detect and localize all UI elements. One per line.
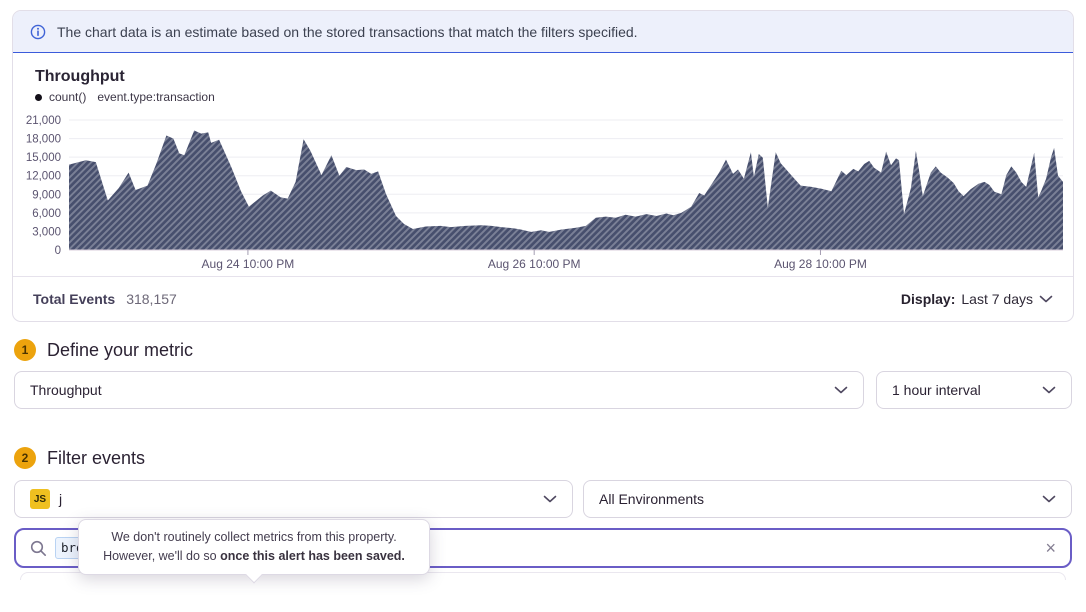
chevron-down-icon	[1039, 295, 1053, 303]
svg-text:0: 0	[55, 245, 61, 257]
metric-row: Throughput 1 hour interval	[14, 371, 1072, 409]
interval-value: 1 hour interval	[892, 382, 981, 398]
chart-card: The chart data is an estimate based on t…	[12, 10, 1074, 322]
environment-select[interactable]: All Environments	[583, 480, 1072, 518]
svg-text:Aug 28 10:00 PM: Aug 28 10:00 PM	[774, 257, 867, 271]
svg-text:15,000: 15,000	[26, 152, 61, 164]
filter-row: JS j All Environments	[14, 480, 1072, 518]
chart-header: Throughput count() event.type:transactio…	[13, 53, 1073, 104]
chevron-down-icon	[1042, 386, 1056, 394]
chart-legend: count() event.type:transaction	[35, 90, 1073, 104]
banner-text: The chart data is an estimate based on t…	[57, 23, 638, 40]
filter-events-title: Filter events	[47, 447, 146, 468]
svg-text:9,000: 9,000	[32, 189, 61, 201]
svg-text:Aug 24 10:00 PM: Aug 24 10:00 PM	[202, 257, 295, 271]
define-metric-title: Define your metric	[47, 339, 194, 360]
display-period-select[interactable]: Display: Last 7 days	[901, 291, 1053, 307]
total-events-label: Total Events	[33, 291, 116, 307]
svg-text:12,000: 12,000	[26, 171, 61, 183]
chevron-down-icon	[543, 495, 557, 503]
search-icon	[30, 540, 46, 556]
define-metric-heading: 1 Define your metric	[14, 339, 1072, 361]
tooltip-arrow	[245, 566, 263, 583]
project-select[interactable]: JS j	[14, 480, 573, 518]
aggregate-value: Throughput	[30, 382, 102, 398]
display-value: Last 7 days	[961, 291, 1033, 307]
card-divider	[13, 276, 1073, 277]
svg-text:21,000: 21,000	[26, 115, 61, 127]
legend-metric: count()	[49, 90, 87, 104]
chart-card-footer: Total Events 318,157 Display: Last 7 day…	[13, 277, 1073, 321]
interval-select[interactable]: 1 hour interval	[876, 371, 1072, 409]
filter-events-heading: 2 Filter events	[14, 447, 1072, 469]
project-value: j	[59, 491, 63, 507]
tooltip-line2: However, we'll do so once this alert has…	[103, 548, 405, 563]
total-events-value: 318,157	[126, 291, 177, 307]
display-label: Display:	[900, 291, 956, 307]
info-icon	[30, 24, 46, 39]
chevron-down-icon	[1042, 495, 1056, 503]
legend-dot-icon	[35, 93, 42, 101]
javascript-platform-icon: JS	[30, 489, 50, 509]
tooltip-line1: We don't routinely collect metrics from …	[111, 530, 397, 544]
chart-title: Throughput	[35, 68, 125, 85]
clear-search-icon[interactable]: ×	[1045, 538, 1056, 558]
total-events: Total Events 318,157	[33, 291, 177, 307]
svg-text:3,000: 3,000	[32, 226, 61, 238]
chevron-down-icon	[834, 386, 848, 394]
svg-text:18,000: 18,000	[26, 134, 61, 146]
svg-text:6,000: 6,000	[32, 208, 61, 220]
environment-value: All Environments	[599, 491, 705, 507]
legend-query: event.type:transaction	[97, 90, 215, 104]
step-2-badge: 2	[14, 447, 36, 469]
aggregate-select[interactable]: Throughput	[14, 371, 864, 409]
svg-text:Aug 26 10:00 PM: Aug 26 10:00 PM	[488, 257, 581, 271]
estimate-banner: The chart data is an estimate based on t…	[13, 11, 1073, 53]
throughput-area-chart[interactable]: 0 3,000 6,000 9,000 12,000 15,000 18,000 21,000…	[13, 104, 1073, 276]
metrics-property-tooltip: We don't routinely collect metrics from …	[78, 519, 430, 583]
step-1-badge: 1	[14, 339, 36, 361]
